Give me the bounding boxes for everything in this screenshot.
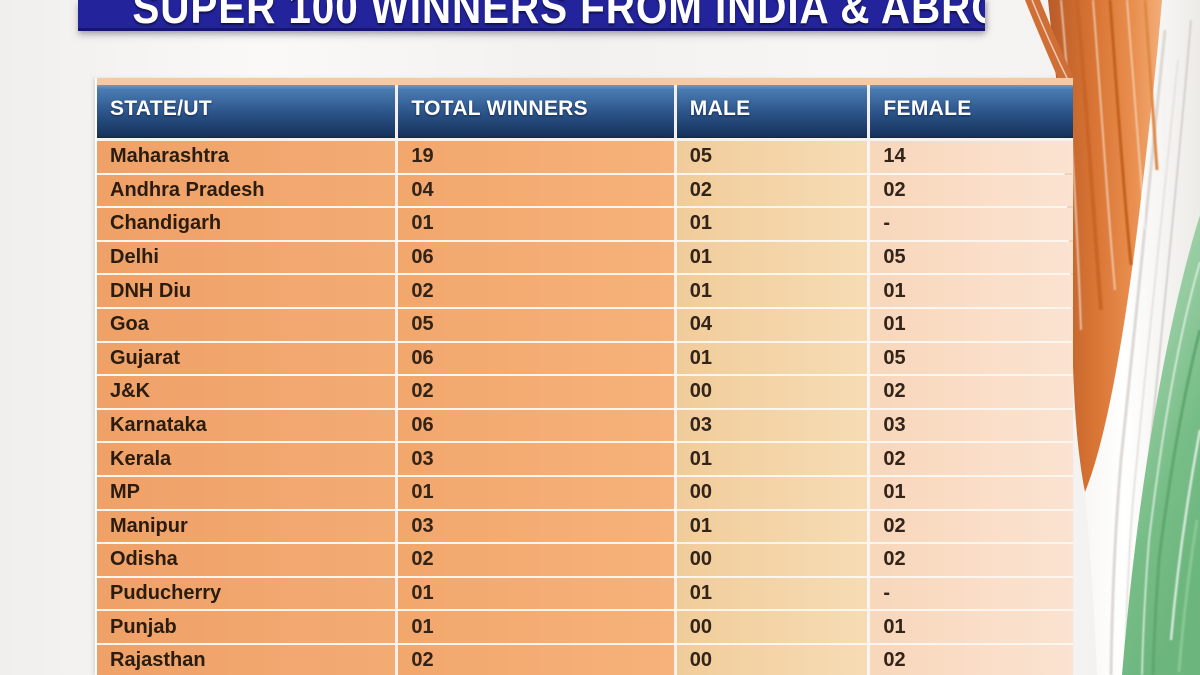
- cell-total-winners: 01: [398, 577, 677, 610]
- cell-female: 05: [870, 342, 1073, 375]
- cell-state: Delhi: [97, 241, 399, 274]
- cell-male: 01: [676, 577, 871, 610]
- cell-male: 01: [676, 342, 871, 375]
- cell-female: 02: [870, 174, 1073, 207]
- cell-total-winners: 06: [398, 342, 677, 375]
- table-row: Punjab 01 00 01: [97, 611, 1073, 645]
- cell-female: 05: [870, 241, 1073, 274]
- cell-male: 00: [676, 644, 871, 675]
- cell-female: 02: [870, 376, 1073, 408]
- cell-male: 01: [676, 241, 871, 274]
- cell-female: 01: [870, 611, 1073, 643]
- table-row: Delhi 06 01 05: [97, 241, 1073, 276]
- cell-male: 02: [676, 174, 871, 207]
- cell-female: 14: [870, 141, 1073, 173]
- cell-male: 01: [676, 208, 871, 240]
- cell-state: Manipur: [97, 510, 399, 543]
- cell-female: -: [870, 208, 1073, 240]
- cell-total-winners: 06: [398, 409, 677, 442]
- page-title: SUPER 100 WINNERS FROM INDIA & ABROAD: [132, 0, 985, 31]
- cell-state: Kerala: [97, 443, 399, 475]
- table-row: Puducherry 01 01 -: [97, 577, 1073, 612]
- ribbon-saffron-streaks: [1060, 0, 1159, 331]
- table-header-row: STATE/UT TOTAL WINNERS MALE FEMALE: [97, 85, 1073, 141]
- cell-state: Rajasthan: [97, 644, 399, 675]
- cell-female: 01: [870, 308, 1073, 341]
- column-header-male: MALE: [677, 85, 871, 138]
- winners-table: STATE/UT TOTAL WINNERS MALE FEMALE Mahar…: [95, 78, 1073, 675]
- cell-total-winners: 06: [398, 241, 677, 274]
- cell-total-winners: 02: [398, 544, 677, 576]
- cell-female: 02: [870, 644, 1073, 675]
- cell-state: Punjab: [97, 611, 399, 643]
- table-body: Maharashtra 19 05 14 Andhra Pradesh 04 0…: [97, 141, 1073, 675]
- cell-total-winners: 02: [398, 275, 677, 307]
- cell-total-winners: 05: [398, 308, 677, 341]
- column-header-total-winners: TOTAL WINNERS: [398, 85, 677, 138]
- ribbon-saffron-band: [1048, 0, 1162, 492]
- table-row: Andhra Pradesh 04 02 02: [97, 174, 1073, 209]
- cell-total-winners: 02: [398, 644, 677, 675]
- ribbon-green-streaks: [1141, 261, 1200, 675]
- cell-total-winners: 03: [398, 443, 677, 475]
- table-row: Rajasthan 02 00 02: [97, 644, 1073, 675]
- cell-state: Maharashtra: [97, 141, 399, 173]
- table-row: Odisha 02 00 02: [97, 544, 1073, 578]
- cell-female: 01: [870, 476, 1073, 509]
- cell-state: Puducherry: [97, 577, 399, 610]
- table-row: J&K 02 00 02: [97, 376, 1073, 410]
- cell-female: 03: [870, 409, 1073, 442]
- cell-female: -: [870, 577, 1073, 610]
- table-top-strip: [97, 78, 1073, 85]
- cell-state: Karnataka: [97, 409, 399, 442]
- cell-state: Goa: [97, 308, 399, 341]
- cell-male: 00: [676, 376, 871, 408]
- cell-state: Andhra Pradesh: [97, 174, 399, 207]
- cell-total-winners: 02: [398, 376, 677, 408]
- cell-male: 01: [676, 275, 871, 307]
- table-row: Chandigarh 01 01 -: [97, 208, 1073, 242]
- column-header-state: STATE/UT: [97, 85, 399, 138]
- cell-male: 01: [676, 443, 871, 475]
- cell-male: 00: [676, 476, 871, 509]
- cell-state: DNH Diu: [97, 275, 399, 307]
- table-row: MP 01 00 01: [97, 476, 1073, 511]
- table-row: Kerala 03 01 02: [97, 443, 1073, 477]
- cell-state: MP: [97, 476, 399, 509]
- cell-male: 00: [676, 611, 871, 643]
- table-row: DNH Diu 02 01 01: [97, 275, 1073, 309]
- cell-male: 01: [676, 510, 871, 543]
- cell-total-winners: 01: [398, 208, 677, 240]
- cell-state: Odisha: [97, 544, 399, 576]
- cell-male: 03: [676, 409, 871, 442]
- cell-state: Chandigarh: [97, 208, 399, 240]
- cell-total-winners: 03: [398, 510, 677, 543]
- title-banner: SUPER 100 WINNERS FROM INDIA & ABROAD: [78, 0, 985, 31]
- cell-female: 02: [870, 510, 1073, 543]
- india-flag-ribbon-graphic: [1025, 0, 1200, 675]
- cell-total-winners: 01: [398, 476, 677, 509]
- cell-female: 02: [870, 443, 1073, 475]
- cell-state: Gujarat: [97, 342, 399, 375]
- cell-total-winners: 01: [398, 611, 677, 643]
- cell-total-winners: 04: [398, 174, 677, 207]
- table-row: Karnataka 06 03 03: [97, 409, 1073, 444]
- column-header-female: FEMALE: [883, 96, 972, 120]
- table-row: Manipur 03 01 02: [97, 510, 1073, 545]
- cell-male: 00: [676, 544, 871, 576]
- cell-total-winners: 19: [398, 141, 677, 173]
- table-row: Maharashtra 19 05 14: [97, 141, 1073, 175]
- cell-male: 04: [676, 308, 871, 341]
- table-row: Gujarat 06 01 05: [97, 342, 1073, 377]
- table-row: Goa 05 04 01: [97, 308, 1073, 343]
- cell-state: J&K: [97, 376, 399, 408]
- cell-male: 05: [676, 141, 871, 173]
- cell-female: 01: [870, 275, 1073, 307]
- cell-female: 02: [870, 544, 1073, 576]
